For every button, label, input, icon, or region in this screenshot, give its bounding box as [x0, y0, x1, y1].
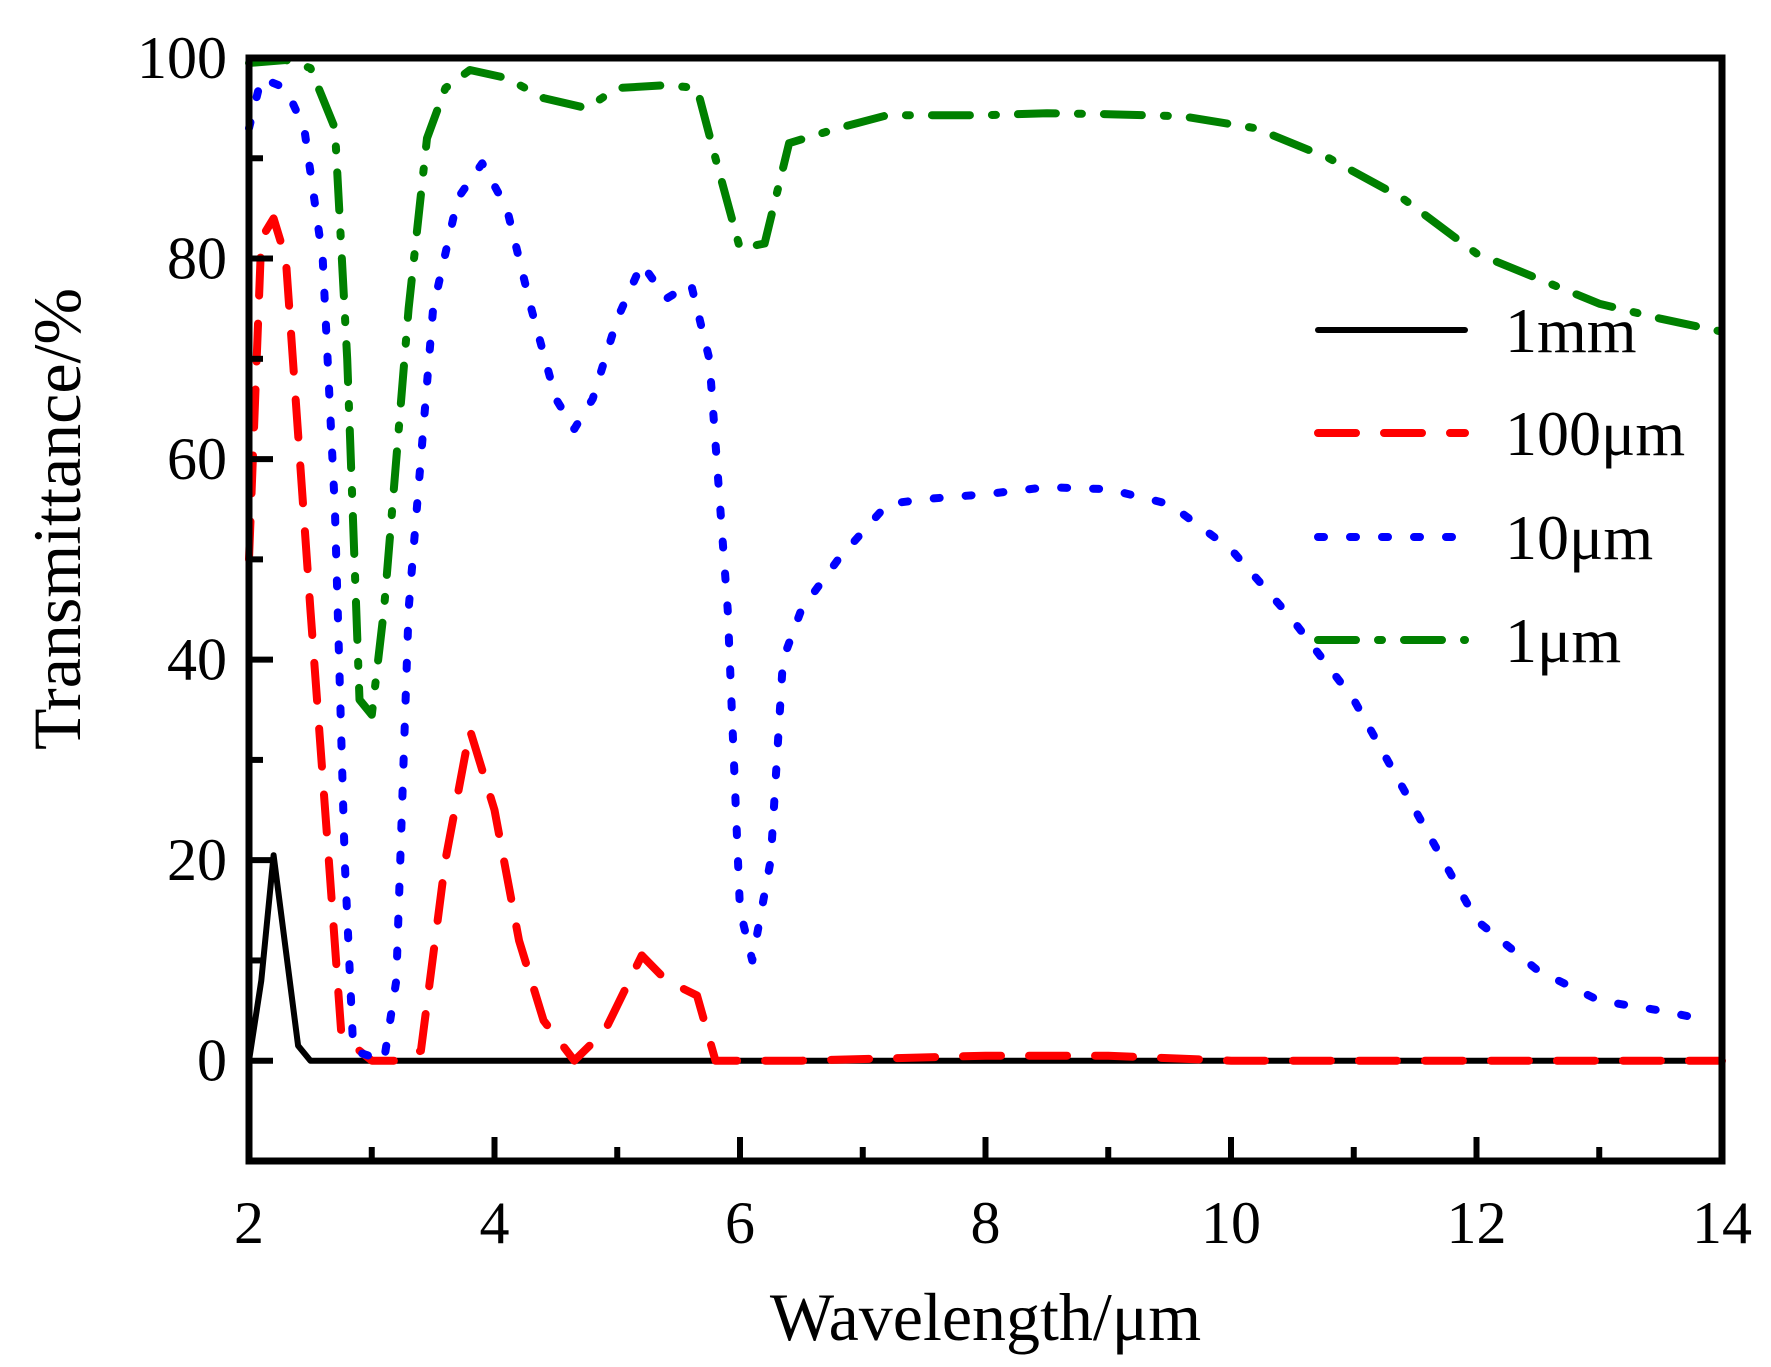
x-axis-title: Wavelength/μm — [770, 1279, 1201, 1355]
y-tick-label: 100 — [137, 25, 227, 91]
series-line-3 — [245, 56, 1726, 719]
series-line-1 — [245, 214, 1726, 1065]
series-layer — [245, 56, 1726, 1065]
y-tick-label: 20 — [167, 827, 227, 893]
x-tick-label: 6 — [725, 1190, 755, 1256]
legend-label-3: 1μm — [1505, 605, 1621, 676]
legend-label-2: 10μm — [1505, 502, 1653, 573]
x-tick-label: 8 — [971, 1190, 1001, 1256]
series-line-2 — [245, 74, 1714, 1065]
x-tick-label: 4 — [480, 1190, 510, 1256]
y-tick-label: 0 — [197, 1028, 227, 1094]
y-tick-label: 40 — [167, 627, 227, 693]
y-axis-title: Transmittance/% — [19, 288, 95, 750]
ticks-layer: 2 4 6 8 10 12 14 0 20 40 60 80 100 — [137, 25, 1752, 1256]
x-tick-label: 10 — [1201, 1190, 1261, 1256]
legend-label-0: 1mm — [1505, 295, 1637, 366]
plot-frame — [245, 54, 1726, 1165]
y-tick-label: 80 — [167, 226, 227, 292]
legend: 1mm 100μm 10μm 1μm — [1314, 295, 1685, 676]
y-tick-label: 60 — [167, 426, 227, 492]
x-tick-label: 14 — [1692, 1190, 1752, 1256]
series-line-0 — [246, 852, 1725, 1064]
x-tick-label: 12 — [1447, 1190, 1507, 1256]
legend-label-1: 100μm — [1505, 398, 1685, 469]
x-tick-label: 2 — [234, 1190, 264, 1256]
